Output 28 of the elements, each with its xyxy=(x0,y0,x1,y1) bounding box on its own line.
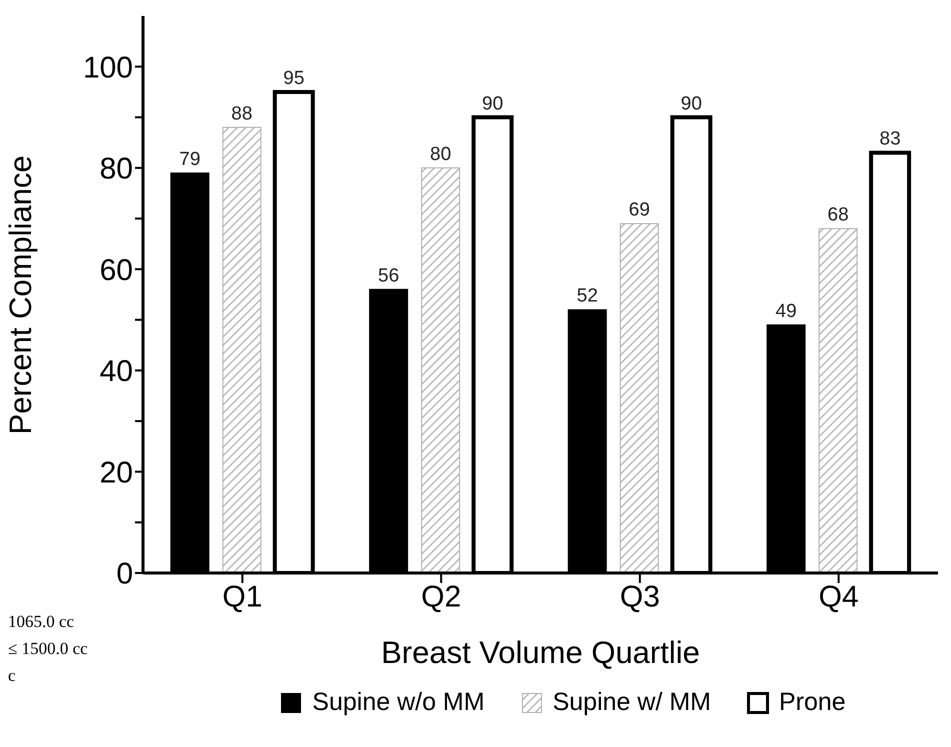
y-axis-title: Percent Compliance xyxy=(3,155,38,434)
y-tick-label: 20 xyxy=(100,456,133,490)
data-label: 90 xyxy=(482,93,504,114)
x-tick-label: Q3 xyxy=(620,580,660,614)
y-tick-label: 60 xyxy=(100,254,133,287)
data-label: 69 xyxy=(628,200,650,221)
legend-label: Supine w/o MM xyxy=(312,688,485,717)
data-label: 56 xyxy=(378,265,400,286)
x-axis-title: Breast Volume Quartlie xyxy=(381,635,700,670)
data-label: 52 xyxy=(576,286,598,307)
legend-label: Prone xyxy=(778,688,846,717)
data-label: 95 xyxy=(283,68,304,89)
data-label: 90 xyxy=(680,93,702,114)
data-label: 68 xyxy=(828,204,849,226)
annotations: 1065.0 cc ≤ 1500.0 cc c xyxy=(8,611,88,687)
data-label: 80 xyxy=(430,144,452,165)
data-label: 88 xyxy=(231,103,252,124)
y-tick-label: 0 xyxy=(116,558,133,591)
x-tick-label: Q2 xyxy=(421,580,462,614)
y-tick-label: 80 xyxy=(100,152,133,186)
y-tick-label: 100 xyxy=(82,51,133,84)
data-label: 79 xyxy=(179,148,200,170)
x-tick-label: Q1 xyxy=(222,580,262,614)
legend-label: Supine w/ MM xyxy=(552,688,711,717)
data-label: 49 xyxy=(776,300,797,322)
y-tick-label: 40 xyxy=(100,355,133,388)
x-tick-label: Q4 xyxy=(818,580,859,614)
data-label: 83 xyxy=(880,128,901,150)
